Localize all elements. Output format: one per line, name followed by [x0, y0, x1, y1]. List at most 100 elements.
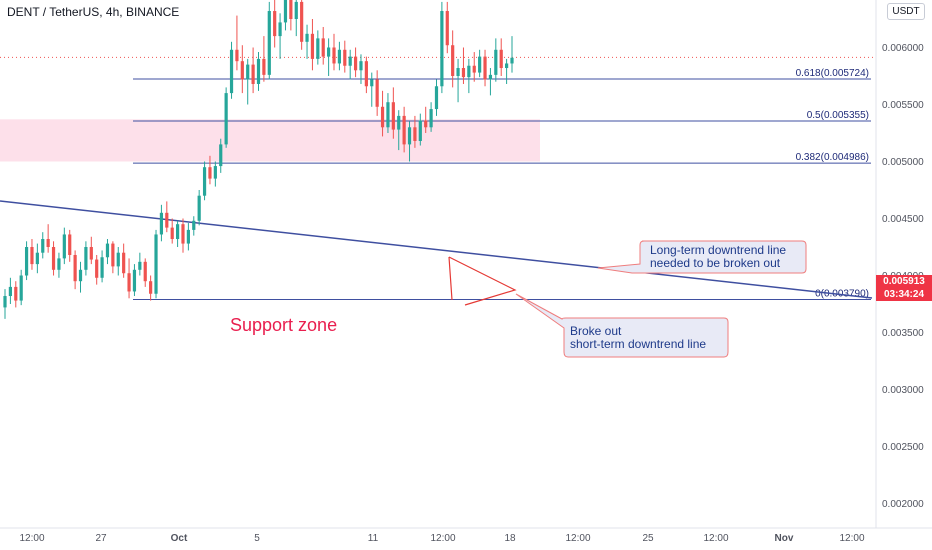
support-zone-label: Support zone — [230, 315, 337, 335]
candles — [3, 0, 514, 319]
candle-body — [122, 252, 126, 274]
x-axis-tick: 5 — [254, 533, 260, 544]
candle-body — [359, 61, 363, 71]
candle-body — [41, 239, 45, 253]
candle-body — [159, 212, 164, 235]
candle-body — [488, 74, 493, 80]
candle-body — [251, 64, 255, 84]
candle-body — [348, 56, 352, 66]
candle-body — [57, 258, 61, 270]
candle-body — [138, 261, 142, 270]
chart-title: DENT / TetherUS, 4h, BINANCE — [7, 5, 180, 19]
candle-body — [149, 281, 153, 294]
callout-short-term-line2: short-term downtrend line — [570, 337, 706, 351]
annotations-layer: Support zone Long-term downtrend line ne… — [230, 240, 807, 358]
candle-body — [127, 273, 131, 292]
candle-body — [505, 63, 509, 69]
candle-body — [472, 65, 476, 73]
candle-body — [35, 252, 39, 265]
candle-body — [78, 269, 83, 282]
candle-body — [278, 22, 282, 37]
candle-body — [456, 68, 460, 76]
candle-body — [510, 57, 514, 64]
callout-short-term-box[interactable] — [515, 293, 729, 358]
candle-body — [370, 79, 374, 87]
currency-button[interactable]: USDT — [887, 3, 925, 20]
short-term-triangle — [448, 256, 517, 306]
candle-body — [499, 49, 503, 69]
candle-body — [434, 86, 439, 110]
fib-level-label: 0.618(0.005724) — [796, 68, 869, 79]
candle-body — [105, 243, 110, 258]
candle-body — [51, 247, 56, 270]
x-axis-tick: 12:00 — [430, 533, 455, 544]
candle-body — [132, 269, 137, 292]
x-axis-tick: 27 — [95, 533, 107, 544]
x-axis-tick: Oct — [171, 533, 188, 544]
candle-body — [305, 33, 309, 42]
x-axis-tick: 25 — [642, 533, 654, 544]
candle-body — [30, 247, 34, 265]
candle-body — [192, 220, 196, 230]
candle-body — [364, 61, 368, 87]
candle-body — [478, 56, 482, 73]
candle-body — [240, 61, 244, 80]
candle-body — [386, 102, 390, 128]
candle-body — [181, 224, 185, 244]
candle-body — [14, 286, 18, 301]
callout-long-term-line2: needed to be broken out — [650, 256, 781, 270]
candle-body — [197, 195, 201, 221]
x-axis-tick: 11 — [368, 533, 379, 544]
callout-long-term-box[interactable] — [597, 240, 807, 274]
candle-body — [418, 120, 422, 141]
candle-body — [343, 49, 347, 66]
candle-body — [19, 275, 23, 301]
fib-level-label: 0.5(0.005355) — [807, 110, 869, 121]
candle-body — [8, 286, 12, 297]
bar-countdown: 03:34:24 — [883, 289, 925, 300]
candle-body — [186, 229, 190, 244]
candle-body — [256, 58, 261, 84]
candle-body — [84, 247, 88, 270]
candle-body — [62, 234, 66, 259]
candle-body — [494, 49, 498, 75]
candle-body — [46, 239, 50, 247]
long-term-downtrend-line — [0, 200, 873, 299]
candle-body — [3, 296, 7, 308]
candle-body — [402, 115, 406, 145]
candle-body — [24, 247, 29, 276]
candle-body — [451, 45, 455, 76]
candle-body — [235, 49, 239, 62]
candle-body — [310, 33, 315, 59]
candle-body — [202, 167, 207, 196]
candle-body — [267, 11, 271, 75]
x-axis-tick: 12:00 — [565, 533, 590, 544]
candle-body — [165, 212, 169, 228]
candle-body — [95, 259, 99, 278]
candle-body — [289, 0, 293, 19]
callout-short-term-line1: Broke out — [570, 324, 622, 338]
candle-body — [68, 234, 72, 255]
candle-body — [413, 127, 417, 141]
zones-layer: 3rd TP2nd TP1st TP — [0, 119, 540, 162]
x-axis-tick: 18 — [504, 533, 516, 544]
candle-body — [154, 234, 158, 294]
candle-body — [219, 144, 223, 167]
x-axis-tick: Nov — [775, 533, 794, 544]
candle-body — [467, 65, 471, 78]
trendlines — [0, 56, 876, 306]
candle-body — [229, 49, 234, 94]
support-zone-band — [0, 119, 540, 162]
candle-body — [483, 56, 487, 80]
y-axis-tick: 0.004500 — [882, 214, 924, 225]
last-price-tag: 0.005913 03:34:24 — [876, 275, 932, 301]
y-axis-tick: 0.005000 — [882, 157, 924, 168]
candle-body — [321, 38, 325, 57]
candle-body — [143, 261, 147, 282]
candle-body — [170, 227, 174, 240]
candle-body — [283, 0, 288, 23]
y-axis-tick: 0.005500 — [882, 100, 924, 111]
y-axis-tick: 0.003500 — [882, 328, 924, 339]
